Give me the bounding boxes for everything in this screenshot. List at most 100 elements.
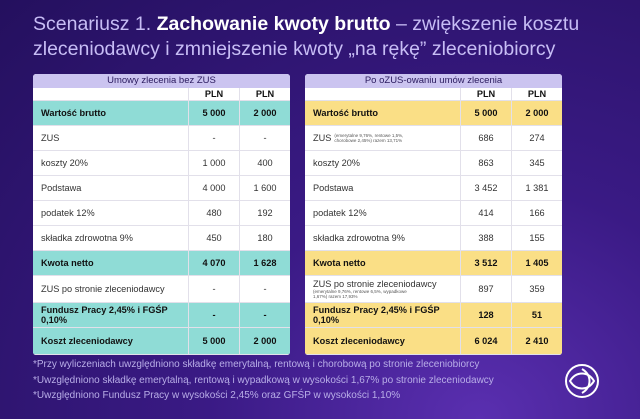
cell-value: 686 [460, 126, 511, 150]
cell-value: 400 [239, 151, 290, 175]
title-bold: Zachowanie kwoty brutto [156, 13, 391, 35]
table-row: koszty 20% 1 000 400 [33, 151, 290, 176]
row-label: Kwota netto [33, 258, 188, 268]
row-label-text: ZUS [41, 133, 60, 143]
cell-value: 1 600 [239, 176, 290, 200]
cell-value: 155 [511, 226, 562, 250]
cell-value: 5 000 [460, 101, 511, 125]
row-label-text: Podstawa [41, 183, 82, 193]
row-label-text: składka zdrowotna 9% [313, 233, 405, 243]
row-label-text: składka zdrowotna 9% [41, 233, 133, 243]
footnote: *Uwzględniono składkę emerytalną, rentow… [33, 374, 494, 386]
row-note: (emerytalne 9,76%, rentowe 6,5%, wypadko… [313, 289, 407, 299]
cell-value: 5 000 [188, 328, 239, 354]
row-label: podatek 12% [33, 208, 188, 218]
table-row: Kwota netto 4 070 1 628 [33, 251, 290, 276]
cell-value: 2 000 [239, 101, 290, 125]
cell-value: - [188, 276, 239, 302]
row-label-text: podatek 12% [41, 208, 95, 218]
row-label: Fundusz Pracy 2,45% i FGŚP 0,10% [33, 305, 188, 325]
title-prefix: Scenariusz 1. [33, 13, 152, 35]
row-label-text: Wartość brutto [313, 108, 378, 118]
cell-value: - [239, 303, 290, 327]
row-label-text: Kwota netto [41, 258, 94, 268]
footnote: *Przy wyliczeniach uwzględniono składkę … [33, 359, 480, 370]
row-label-text: ZUS po stronie zleceniodawcy [41, 284, 165, 294]
table-row: Fundusz Pracy 2,45% i FGŚP 0,10% - - [33, 303, 290, 328]
row-label: Podstawa [33, 183, 188, 193]
row-label: Kwota netto [305, 258, 460, 268]
cell-value: 863 [460, 151, 511, 175]
table-row: Wartość brutto 5 000 2 000 [33, 101, 290, 126]
row-label: koszty 20% [33, 158, 188, 168]
cell-value: 192 [239, 201, 290, 225]
cell-value: 1 628 [239, 251, 290, 275]
table-row: koszty 20% 863 345 [305, 151, 562, 176]
table-row: Podstawa 4 000 1 600 [33, 176, 290, 201]
table: Po oZUS-owaniu umów zlecenia PLN PLN Wartoś… [305, 74, 562, 355]
cell-value: 180 [239, 226, 290, 250]
table-row: ZUS - - [33, 126, 290, 151]
row-label: podatek 12% [305, 208, 460, 218]
cell-value: 4 070 [188, 251, 239, 275]
row-label: Podstawa [305, 183, 460, 193]
row-label: Koszt zleceniodawcy [305, 336, 460, 346]
cell-value: 2 410 [511, 328, 562, 354]
row-label: ZUS (emerytalne 9,76%, rentowe 1,5%, chor… [305, 133, 460, 144]
row-label-text: Fundusz Pracy 2,45% i FGŚP 0,10% [41, 305, 168, 325]
row-label: składka zdrowotna 9% [33, 233, 188, 243]
cell-value: 450 [188, 226, 239, 250]
table-row: Podstawa 3 452 1 381 [305, 176, 562, 201]
column-header: PLN [511, 88, 562, 100]
cell-value: 897 [460, 276, 511, 302]
cell-value: 414 [460, 201, 511, 225]
cell-value: 4 000 [188, 176, 239, 200]
table-row: Koszt zleceniodawcy 6 024 2 410 [305, 328, 562, 355]
cell-value: 388 [460, 226, 511, 250]
table-row: ZUS (emerytalne 9,76%, rentowe 1,5%, chor… [305, 126, 562, 151]
row-label-text: koszty 20% [313, 158, 360, 168]
row-label-text: koszty 20% [41, 158, 88, 168]
table-row: Fundusz Pracy 2,45% i FGŚP 0,10% 128 51 [305, 303, 562, 328]
column-header-row: PLN PLN [33, 88, 290, 101]
cell-value: 6 024 [460, 328, 511, 354]
logo [565, 364, 599, 398]
row-label-text: Koszt zleceniodawcy [313, 336, 405, 346]
cell-value: 1 000 [188, 151, 239, 175]
column-header-row: PLN PLN [305, 88, 562, 101]
table-row: składka zdrowotna 9% 450 180 [33, 226, 290, 251]
table-title: Umowy zlecenia bez ZUS [33, 74, 290, 88]
cell-value: 1 405 [511, 251, 562, 275]
table-row: Koszt zleceniodawcy 5 000 2 000 [33, 328, 290, 355]
table-title: Po oZUS-owaniu umów zlecenia [305, 74, 562, 88]
table-row: Kwota netto 3 512 1 405 [305, 251, 562, 276]
cell-value: 1 381 [511, 176, 562, 200]
row-label-text: Kwota netto [313, 258, 366, 268]
row-label-text: Wartość brutto [41, 108, 106, 118]
row-label: Wartość brutto [305, 108, 460, 118]
row-label: Fundusz Pracy 2,45% i FGŚP 0,10% [305, 305, 460, 325]
row-label-text: podatek 12% [313, 208, 367, 218]
row-label-text: ZUS [313, 132, 332, 143]
cell-value: - [188, 303, 239, 327]
cell-value: 128 [460, 303, 511, 327]
cell-value: 480 [188, 201, 239, 225]
cell-value: 166 [511, 201, 562, 225]
row-label: Koszt zleceniodawcy [33, 336, 188, 346]
table-row: Wartość brutto 5 000 2 000 [305, 101, 562, 126]
row-label: ZUS [33, 133, 188, 143]
row-label: składka zdrowotna 9% [305, 233, 460, 243]
table: Umowy zlecenia bez ZUS PLN PLN Wartość brut… [33, 74, 290, 355]
row-label-text: ZUS po stronie zleceniodawcy [313, 279, 437, 289]
row-label-text: Fundusz Pracy 2,45% i FGŚP 0,10% [313, 305, 440, 325]
row-label: Wartość brutto [33, 108, 188, 118]
cell-value: - [239, 276, 290, 302]
table-row: ZUS po stronie zleceniodawcy (emerytalne … [305, 276, 562, 303]
column-header: PLN [460, 88, 511, 100]
row-label: ZUS po stronie zleceniodawcy [33, 284, 188, 294]
cell-value: 2 000 [511, 101, 562, 125]
column-header: PLN [188, 88, 239, 100]
cell-value: - [188, 126, 239, 150]
column-header: PLN [239, 88, 290, 100]
row-label: ZUS po stronie zleceniodawcy (emerytalne … [305, 279, 460, 299]
